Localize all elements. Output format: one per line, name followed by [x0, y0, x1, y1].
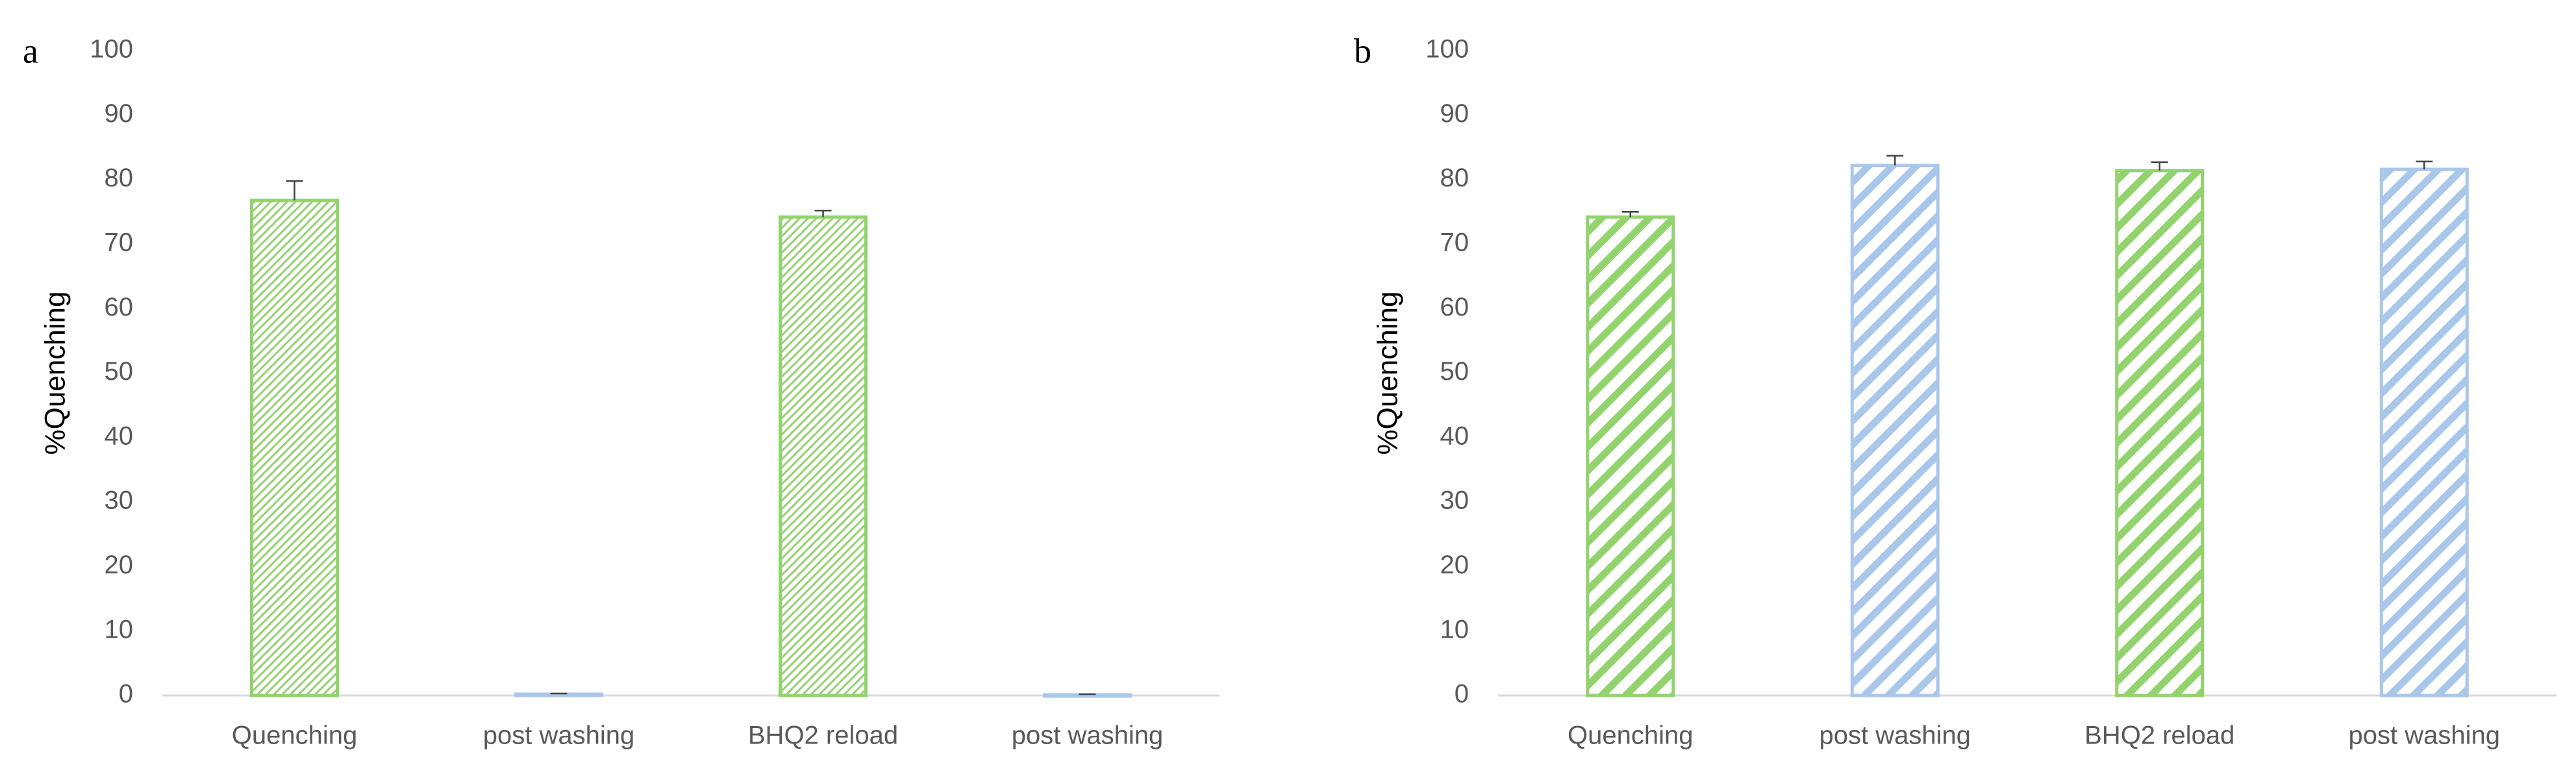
y-tick-label: 80 [105, 164, 134, 192]
y-tick-label: 30 [1440, 486, 1469, 515]
y-tick-label: 50 [1440, 357, 1469, 386]
x-tick-label: BHQ2 reload [2084, 721, 2234, 750]
y-tick-label: 90 [105, 99, 134, 128]
y-tick-label: 70 [1440, 228, 1469, 257]
x-tick-label: post washing [2349, 721, 2500, 750]
y-tick-label: 20 [105, 551, 134, 579]
y-tick-label: 100 [90, 35, 133, 64]
y-tick-label: 10 [1440, 615, 1469, 644]
bar [2115, 169, 2205, 697]
panel-label: a [23, 31, 38, 70]
y-tick-label: 30 [105, 486, 134, 515]
error-bar [1621, 211, 1639, 218]
y-tick-label: 10 [105, 615, 134, 644]
y-tick-label: 0 [1455, 680, 1469, 708]
y-tick-label: 0 [119, 680, 133, 708]
y-axis-label: %Quenching [40, 292, 71, 455]
y-tick-label: 50 [105, 357, 134, 386]
error-bar [1886, 155, 1904, 166]
bar [250, 198, 339, 697]
bar [1850, 164, 1940, 697]
x-tick-label: BHQ2 reload [748, 721, 898, 750]
y-axis-label: %Quenching [1372, 292, 1404, 455]
bar [2379, 168, 2469, 697]
panel-label: b [1354, 31, 1371, 70]
y-tick-label: 60 [1440, 293, 1469, 321]
x-tick-label: post washing [483, 721, 634, 750]
x-tick-label: post washing [1012, 721, 1163, 750]
y-tick-label: 40 [105, 421, 134, 450]
y-tick-label: 60 [105, 293, 134, 321]
y-tick-label: 100 [1425, 35, 1469, 64]
bar [1043, 693, 1132, 698]
error-bar [1079, 693, 1096, 695]
y-tick-label: 40 [1440, 421, 1469, 450]
x-tick-label: Quenching [1568, 721, 1693, 750]
error-bar [286, 180, 303, 201]
error-bar [2416, 160, 2433, 169]
x-tick-label: Quenching [232, 721, 357, 750]
y-tick-label: 70 [105, 228, 134, 257]
y-tick-label: 20 [1440, 551, 1469, 579]
y-tick-label: 90 [1440, 99, 1469, 128]
error-bar [2151, 161, 2168, 171]
bar [514, 692, 603, 697]
y-tick-label: 80 [1440, 164, 1469, 192]
bar [779, 215, 868, 697]
error-bar [814, 210, 832, 218]
x-tick-label: post washing [1819, 721, 1971, 750]
bar [1586, 215, 1675, 697]
